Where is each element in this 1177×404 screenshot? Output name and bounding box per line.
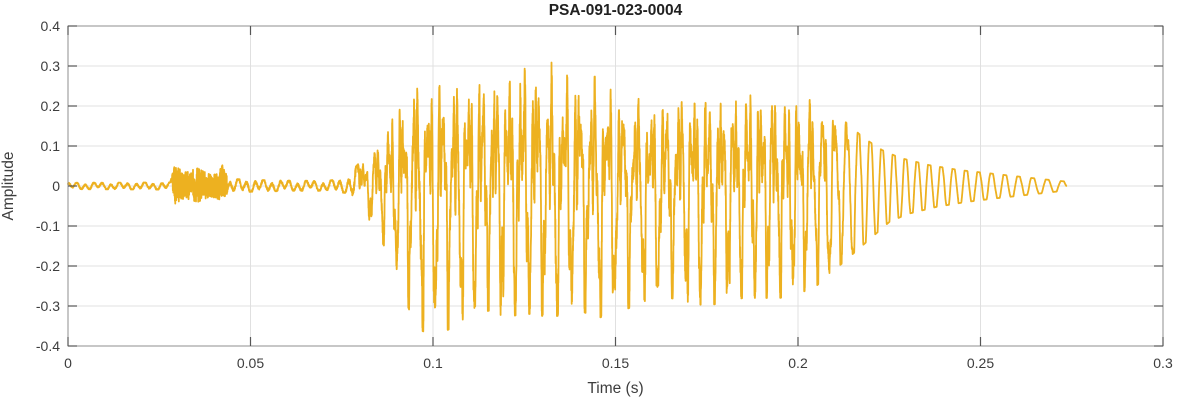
x-tick-label: 0.2	[788, 355, 808, 371]
x-tick-label: 0	[64, 355, 72, 371]
x-tick-label: 0.3	[1153, 355, 1173, 371]
series-layer	[67, 61, 1068, 333]
x-tick-label: 0.25	[967, 355, 994, 371]
y-tick-label: -0.3	[36, 298, 60, 314]
y-tick-label: -0.2	[36, 258, 60, 274]
y-tick-label: 0	[52, 178, 60, 194]
tick-layer	[67, 25, 1164, 347]
x-tick-label: 0.05	[237, 355, 264, 371]
x-tick-label: 0.1	[423, 355, 443, 371]
tick-label-layer: 0 0.05 0.1 0.15 0.2 0.25 0.3 -0.4 -0.3 -0.2 -0.1 0 0…	[36, 18, 1173, 371]
x-tick-label: 0.15	[602, 355, 629, 371]
y-tick-label: 0.3	[41, 58, 61, 74]
y-axis-label: Amplitude	[0, 152, 17, 221]
y-tick-label: 0.4	[41, 18, 61, 34]
waveform-line	[67, 61, 1068, 333]
chart-title: PSA-091-023-0004	[549, 2, 683, 19]
x-axis-label: Time (s)	[587, 380, 643, 397]
y-tick-label: 0.1	[41, 138, 61, 154]
y-tick-label: 0.2	[41, 98, 61, 114]
y-tick-label: -0.4	[36, 338, 60, 354]
y-tick-label: -0.1	[36, 218, 60, 234]
grid-layer	[68, 26, 1163, 346]
